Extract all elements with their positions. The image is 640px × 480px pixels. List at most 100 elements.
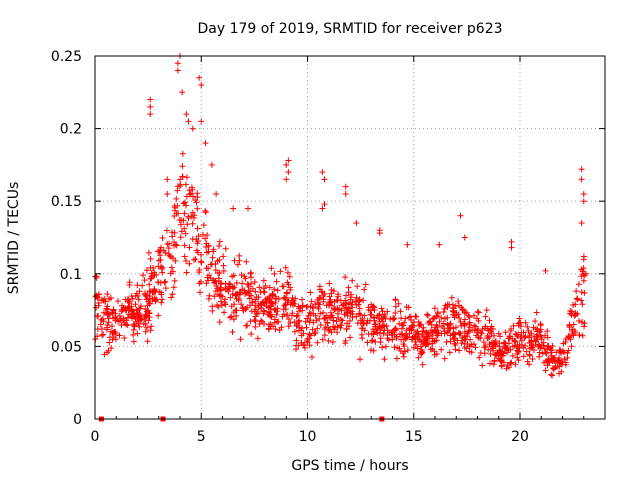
data-point [197, 289, 204, 296]
data-point [485, 346, 492, 353]
data-point [412, 339, 419, 346]
data-point [368, 337, 375, 344]
data-point [217, 298, 224, 305]
data-point [492, 351, 499, 358]
data-point [335, 293, 342, 300]
data-point [239, 280, 246, 287]
data-point [451, 314, 458, 321]
data-point-peak [578, 176, 585, 183]
data-point [110, 334, 117, 341]
data-point [453, 309, 460, 316]
data-point [353, 313, 360, 320]
data-point [526, 361, 533, 368]
data-point [509, 352, 516, 359]
data-point [308, 298, 315, 305]
data-point [205, 248, 212, 255]
data-point [145, 307, 152, 314]
data-point-peak [174, 60, 181, 67]
data-point [342, 274, 349, 281]
data-point [131, 313, 138, 320]
data-point [192, 256, 199, 263]
data-point [314, 339, 321, 346]
data-point [568, 343, 575, 350]
data-point [190, 193, 197, 200]
data-point [403, 327, 410, 334]
data-point [323, 312, 330, 319]
data-point [200, 222, 207, 229]
data-point [252, 296, 259, 303]
data-point [189, 186, 196, 193]
data-point [447, 338, 454, 345]
data-point [216, 292, 223, 299]
data-point [272, 293, 279, 300]
data-point [472, 344, 479, 351]
data-point-peak [342, 190, 349, 197]
data-point [172, 204, 179, 211]
data-point [133, 306, 140, 313]
data-point [267, 311, 274, 318]
data-point [509, 343, 516, 350]
data-point [225, 283, 232, 290]
data-point [371, 304, 378, 311]
data-point [233, 279, 240, 286]
data-point [100, 309, 107, 316]
data-point [334, 297, 341, 304]
data-point [438, 346, 445, 353]
data-point-peak [321, 201, 328, 208]
data-point [247, 270, 254, 277]
data-point [424, 335, 431, 342]
data-point [309, 326, 316, 333]
data-point [514, 333, 521, 340]
data-point-peak [376, 230, 383, 237]
data-point [477, 349, 484, 356]
data-point [176, 217, 183, 224]
data-point [236, 252, 243, 259]
data-point [365, 307, 372, 314]
data-point-peak [183, 111, 190, 118]
data-point [256, 284, 263, 291]
data-point [357, 356, 364, 363]
data-point [464, 333, 471, 340]
data-point [169, 291, 176, 298]
data-point [179, 163, 186, 170]
data-point [374, 329, 381, 336]
data-point [195, 233, 202, 240]
data-point [568, 311, 575, 318]
data-point-peak [580, 190, 587, 197]
data-point [173, 210, 180, 217]
data-point [575, 318, 582, 325]
data-point [426, 318, 433, 325]
data-point [329, 339, 336, 346]
data-point [104, 303, 111, 310]
data-point [295, 305, 302, 312]
data-point [483, 307, 490, 314]
data-point [398, 325, 405, 332]
data-point [240, 305, 247, 312]
data-point [475, 317, 482, 324]
data-point [321, 315, 328, 322]
data-point [538, 334, 545, 341]
data-point [549, 358, 556, 365]
data-point [142, 312, 149, 319]
data-point [285, 297, 292, 304]
data-point [486, 341, 493, 348]
data-point [544, 346, 551, 353]
data-point [228, 313, 235, 320]
data-point [578, 297, 585, 304]
data-point [392, 296, 399, 303]
data-point [411, 319, 418, 326]
data-point [474, 327, 481, 334]
data-point [140, 321, 147, 328]
data-point [302, 318, 309, 325]
data-point [518, 337, 525, 344]
data-point [361, 327, 368, 334]
data-point [330, 288, 337, 295]
data-point [545, 358, 552, 365]
data-point [448, 294, 455, 301]
data-point [454, 337, 461, 344]
data-point [281, 302, 288, 309]
data-point [247, 302, 254, 309]
x-axis-label: GPS time / hours [291, 458, 408, 474]
data-point [258, 302, 265, 309]
data-point [130, 331, 137, 338]
